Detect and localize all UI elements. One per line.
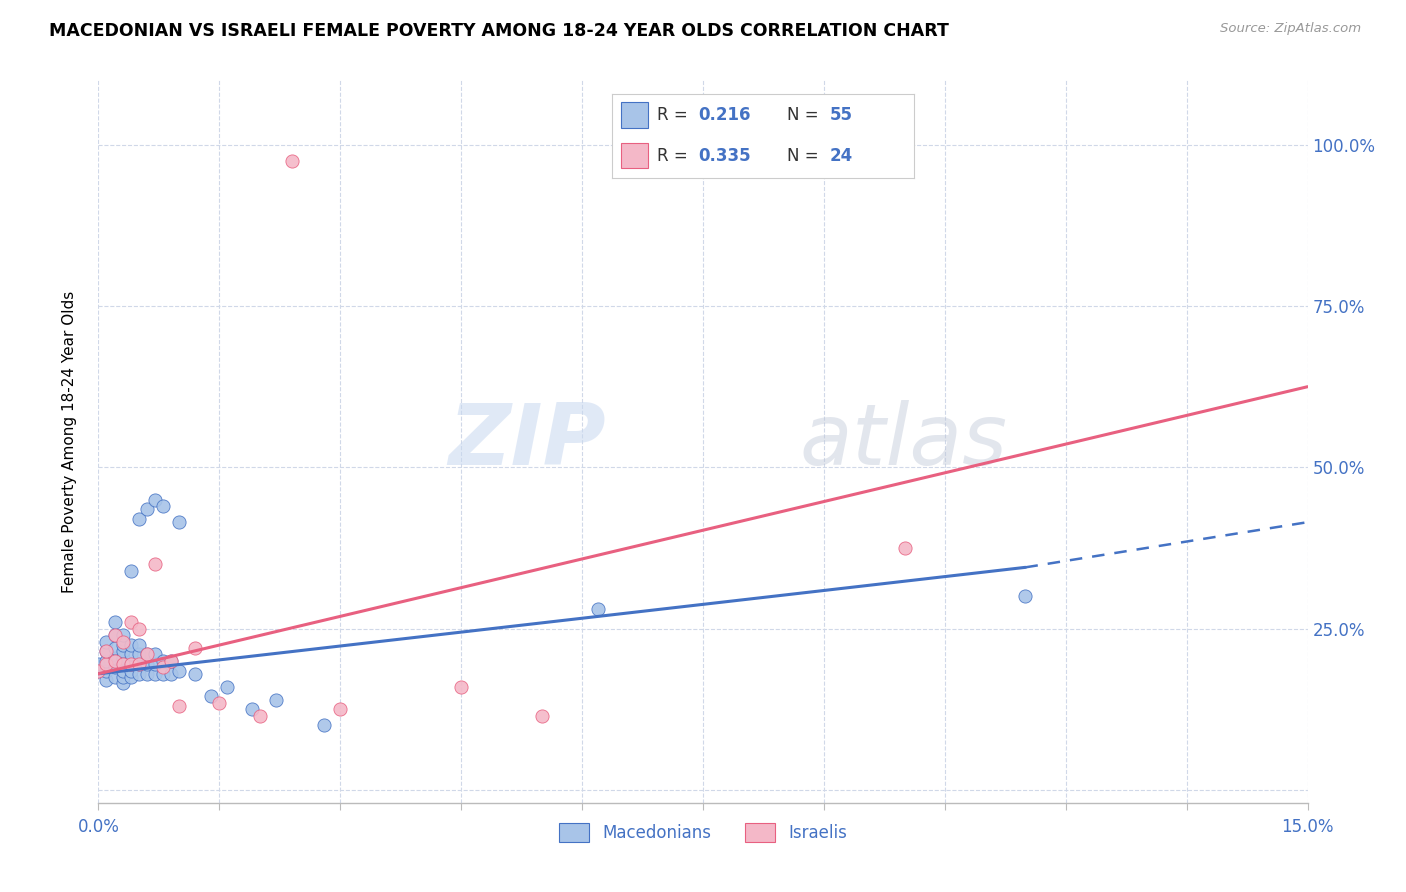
Point: [103, 628, 125, 642]
Point: [120, 670, 142, 684]
Point: [103, 660, 125, 674]
FancyBboxPatch shape: [620, 103, 648, 128]
Point: [111, 676, 134, 690]
Point: [128, 638, 150, 652]
Point: [103, 670, 125, 684]
Point: [128, 512, 150, 526]
Text: ZIP: ZIP: [449, 400, 606, 483]
Text: 55: 55: [830, 106, 852, 124]
Point: [143, 666, 166, 681]
Point: [530, 708, 553, 723]
Text: R =: R =: [657, 146, 693, 164]
Point: [111, 657, 134, 672]
Point: [152, 660, 174, 674]
Text: atlas: atlas: [800, 400, 1008, 483]
Point: [135, 666, 157, 681]
Point: [160, 666, 183, 681]
Point: [208, 696, 231, 710]
Point: [96, 664, 118, 678]
Point: [135, 648, 157, 662]
Text: 0.216: 0.216: [697, 106, 751, 124]
Point: [217, 680, 239, 694]
Point: [96, 644, 118, 658]
Point: [167, 515, 190, 529]
Point: [111, 670, 134, 684]
Point: [120, 664, 142, 678]
Point: [111, 657, 134, 672]
Point: [893, 541, 915, 555]
Text: R =: R =: [657, 106, 693, 124]
Point: [103, 654, 125, 668]
Point: [240, 702, 263, 716]
Point: [111, 664, 134, 678]
Point: [128, 657, 150, 672]
Point: [128, 622, 150, 636]
Point: [120, 657, 142, 672]
Point: [96, 634, 118, 648]
Point: [111, 644, 134, 658]
Point: [329, 702, 352, 716]
Point: [184, 640, 207, 655]
Point: [111, 634, 134, 648]
Point: [143, 557, 166, 571]
Point: [111, 638, 134, 652]
Text: N =: N =: [787, 146, 824, 164]
Point: [120, 657, 142, 672]
Point: [128, 666, 150, 681]
Point: [200, 690, 222, 704]
Point: [586, 602, 609, 616]
Legend: Macedonians, Israelis: Macedonians, Israelis: [553, 816, 853, 848]
Text: N =: N =: [787, 106, 824, 124]
Point: [152, 666, 174, 681]
Point: [152, 654, 174, 668]
Point: [450, 680, 472, 694]
Point: [143, 492, 166, 507]
Point: [264, 692, 287, 706]
Point: [143, 648, 166, 662]
Point: [167, 664, 190, 678]
Point: [160, 654, 183, 668]
Point: [184, 666, 207, 681]
Point: [96, 657, 118, 672]
Point: [111, 650, 134, 665]
Point: [87, 664, 110, 678]
Point: [103, 640, 125, 655]
Point: [103, 650, 125, 665]
Point: [249, 708, 271, 723]
Text: 0.335: 0.335: [697, 146, 751, 164]
Point: [96, 673, 118, 688]
Point: [120, 615, 142, 630]
Point: [87, 657, 110, 672]
Point: [135, 502, 157, 516]
Point: [120, 638, 142, 652]
Point: [128, 657, 150, 672]
Point: [128, 648, 150, 662]
Point: [1014, 590, 1036, 604]
Text: MACEDONIAN VS ISRAELI FEMALE POVERTY AMONG 18-24 YEAR OLDS CORRELATION CHART: MACEDONIAN VS ISRAELI FEMALE POVERTY AMO…: [49, 22, 949, 40]
Point: [111, 628, 134, 642]
Y-axis label: Female Poverty Among 18-24 Year Olds: Female Poverty Among 18-24 Year Olds: [62, 291, 77, 592]
FancyBboxPatch shape: [620, 143, 648, 169]
Point: [143, 657, 166, 672]
Point: [167, 699, 190, 714]
Point: [160, 654, 183, 668]
Point: [120, 564, 142, 578]
Point: [103, 615, 125, 630]
Text: Source: ZipAtlas.com: Source: ZipAtlas.com: [1220, 22, 1361, 36]
Point: [152, 499, 174, 513]
Point: [103, 628, 125, 642]
Point: [135, 648, 157, 662]
Text: 24: 24: [830, 146, 852, 164]
Point: [120, 648, 142, 662]
Point: [87, 664, 110, 678]
Point: [314, 718, 336, 732]
Point: [96, 644, 118, 658]
Point: [135, 657, 157, 672]
Point: [281, 153, 304, 168]
Point: [96, 654, 118, 668]
